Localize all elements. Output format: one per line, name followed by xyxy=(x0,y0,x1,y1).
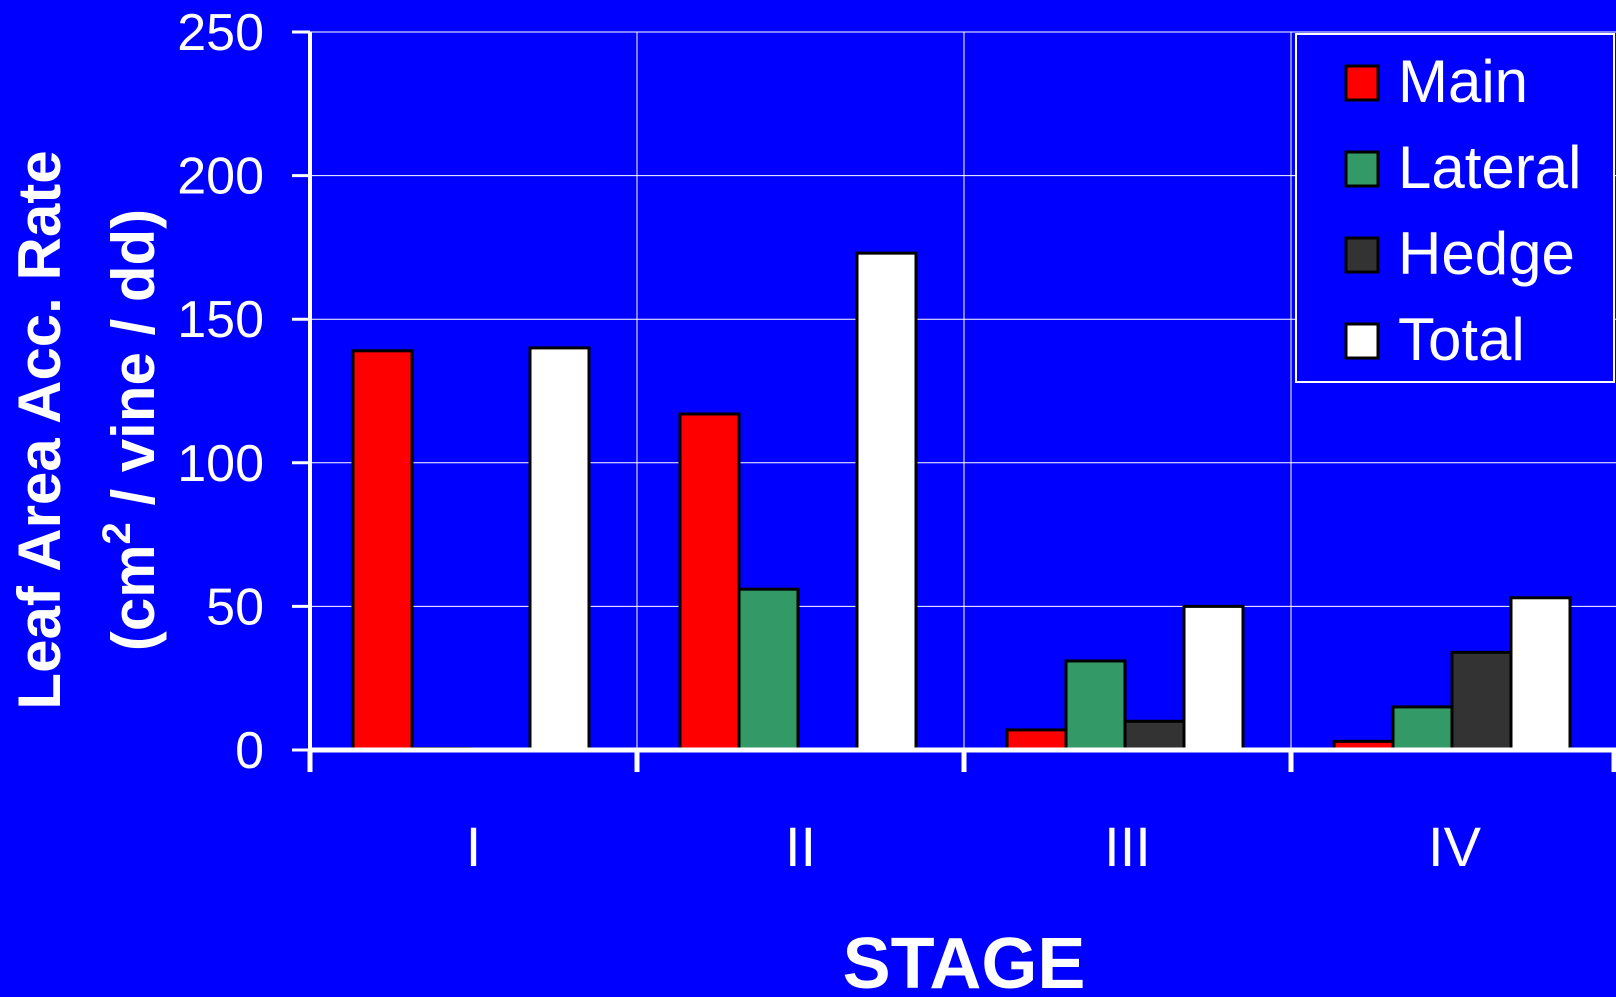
bar-total-iii xyxy=(1182,604,1245,752)
y-axis-title-line2-sup: 2 xyxy=(95,522,139,544)
bar-main-ii xyxy=(678,412,741,752)
grid xyxy=(310,31,1616,750)
y-tick-label: 100 xyxy=(177,435,264,493)
bar-hedge-iii xyxy=(1123,719,1186,752)
y-tick-label: 250 xyxy=(177,4,264,62)
y-axis-title-line2-post: / vine / dd) xyxy=(100,209,167,522)
bar-total-ii xyxy=(855,251,918,752)
y-axis-title-line2-pre: (cm xyxy=(100,544,167,651)
x-category-labels: I II III IV xyxy=(466,815,1482,878)
y-axis-title-line2: (cm2 / vine / dd) xyxy=(95,209,167,651)
legend-label-hedge: Hedge xyxy=(1398,220,1575,287)
bar-hedge-iv xyxy=(1450,650,1513,752)
legend-swatch-lateral xyxy=(1344,150,1380,188)
axes xyxy=(292,30,1616,772)
y-tick-label: 0 xyxy=(235,722,264,780)
legend-swatch-hedge xyxy=(1344,236,1380,274)
x-category-label: III xyxy=(1104,815,1151,878)
bar-main-i xyxy=(351,349,414,752)
bar-main-iii xyxy=(1005,728,1068,752)
y-tick-label: 150 xyxy=(177,291,264,349)
x-category-label: I xyxy=(466,815,482,878)
x-category-label: II xyxy=(785,815,816,878)
x-category-label: IV xyxy=(1428,815,1482,878)
y-tick-label: 200 xyxy=(177,148,264,206)
legend-label-main: Main xyxy=(1398,48,1528,115)
bar-total-iv xyxy=(1509,596,1572,752)
bars xyxy=(351,251,1572,752)
y-tick-labels: 0 50 100 150 200 250 xyxy=(177,4,264,780)
x-axis-title: STAGE xyxy=(843,924,1086,997)
bar-lateral-ii xyxy=(737,587,800,752)
legend-label-total: Total xyxy=(1398,306,1525,373)
bar-lateral-iv xyxy=(1391,705,1454,752)
bar-total-i xyxy=(528,346,591,752)
y-tick-label: 50 xyxy=(206,578,264,636)
legend-swatch-main xyxy=(1344,64,1380,102)
legend-swatch-total xyxy=(1344,322,1380,360)
legend-label-lateral: Lateral xyxy=(1398,134,1581,201)
bar-lateral-iii xyxy=(1064,659,1127,752)
y-axis-title: Leaf Area Acc. Rate (cm2 / vine / dd) xyxy=(6,150,167,709)
legend: Main Lateral Hedge Total xyxy=(1295,33,1615,383)
y-axis-title-line1: Leaf Area Acc. Rate xyxy=(6,150,73,709)
